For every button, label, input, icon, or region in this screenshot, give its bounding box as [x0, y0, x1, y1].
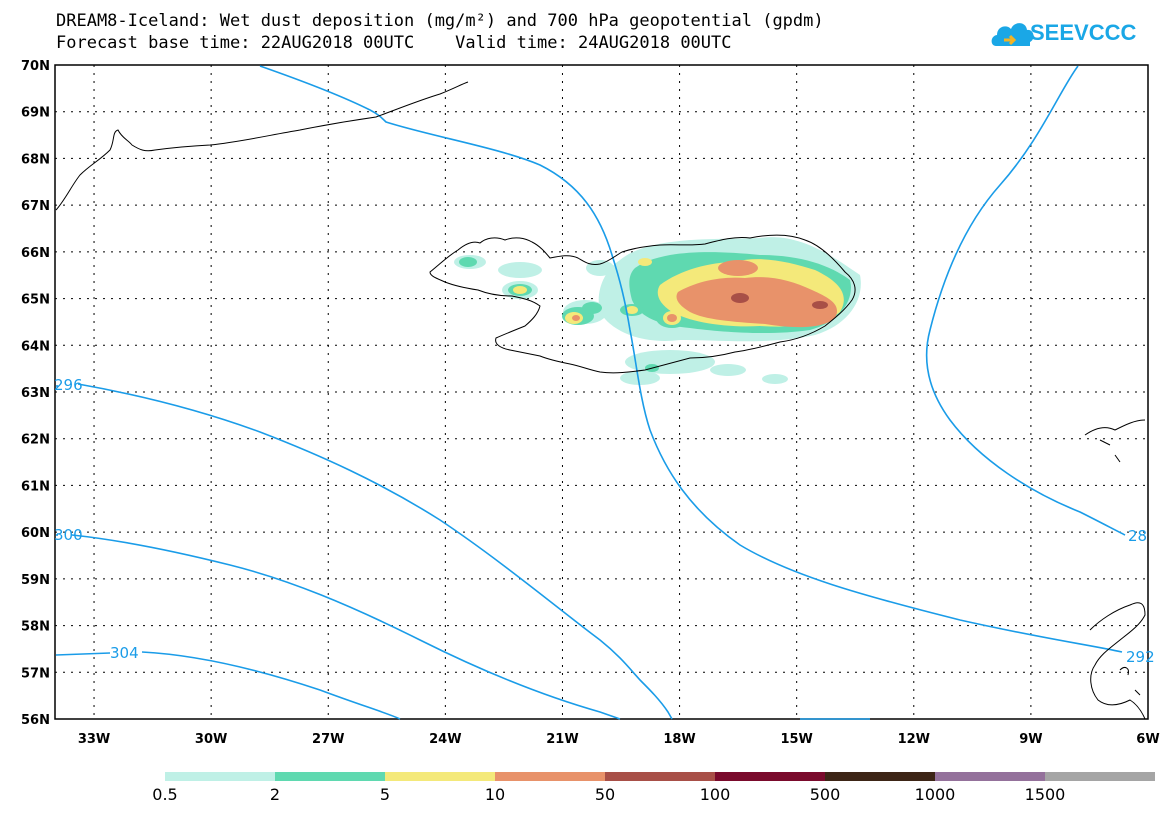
- legend-label: 2: [270, 785, 280, 804]
- coastlines: [55, 81, 1146, 720]
- contour-label-296: 296: [54, 376, 83, 394]
- legend-swatch: [715, 772, 825, 781]
- legend-label: 0.5: [152, 785, 177, 804]
- contour-line: [71, 534, 621, 720]
- graticule: [55, 65, 1148, 719]
- contour-line: [55, 651, 401, 720]
- longitude-label: 15W: [780, 732, 812, 747]
- contour-label-288: 28: [1128, 527, 1147, 545]
- latitude-label: 67N: [21, 199, 50, 214]
- legend-label: 1000: [915, 785, 956, 804]
- legend-swatch: [935, 772, 1045, 781]
- legend-swatch: [825, 772, 935, 781]
- legend-label: 50: [595, 785, 615, 804]
- legend-label: 5: [380, 785, 390, 804]
- contour-line: [77, 383, 673, 720]
- latitude-label: 62N: [21, 433, 50, 448]
- latitude-label: 59N: [21, 573, 50, 588]
- longitude-label: 12W: [898, 732, 930, 747]
- latitude-label: 61N: [21, 479, 50, 494]
- legend-swatch: [1045, 772, 1155, 781]
- legend-swatch: [605, 772, 715, 781]
- longitude-label: 21W: [546, 732, 578, 747]
- longitude-labels: 33W 30W 27W 24W 21W 18W 15W 12W 9W 6W: [78, 732, 1160, 747]
- longitude-label: 18W: [663, 732, 695, 747]
- color-legend: 0.5 2 5 10 50 100 500 1000 1500: [152, 772, 1155, 804]
- legend-swatch: [385, 772, 495, 781]
- cloud-icon: [991, 23, 1034, 46]
- legend-swatch: [275, 772, 385, 781]
- latitude-labels: 70N 69N 68N 67N 66N 65N 64N 63N 62N 61N 60N 59N 58N 5…: [21, 59, 50, 728]
- longitude-label: 33W: [78, 732, 110, 747]
- legend-swatch: [495, 772, 605, 781]
- latitude-label: 68N: [21, 152, 50, 167]
- contour-line: [259, 65, 1123, 653]
- contour-line: [925, 65, 1126, 536]
- latitude-label: 65N: [21, 293, 50, 308]
- longitude-label: 27W: [312, 732, 344, 747]
- contour-labels: 296 300 304 28 292: [54, 376, 1155, 666]
- contour-label-292: 292: [1126, 648, 1155, 666]
- latitude-label: 57N: [21, 666, 50, 681]
- legend-swatch: [165, 772, 275, 781]
- latitude-label: 69N: [21, 106, 50, 121]
- longitude-label: 30W: [195, 732, 227, 747]
- dust-deposition-field: [454, 237, 861, 385]
- latitude-label: 58N: [21, 620, 50, 635]
- latitude-label: 70N: [21, 59, 50, 74]
- latitude-label: 56N: [21, 713, 50, 728]
- longitude-label: 6W: [1136, 732, 1159, 747]
- latitude-label: 63N: [21, 386, 50, 401]
- legend-label: 1500: [1025, 785, 1066, 804]
- geopotential-contours: [55, 65, 1126, 720]
- map-subtitle: Forecast base time: 22AUG2018 00UTC Vali…: [56, 33, 732, 53]
- logo-text: SEEVCCC: [1030, 20, 1137, 45]
- legend-label: 500: [810, 785, 841, 804]
- latitude-label: 66N: [21, 246, 50, 261]
- longitude-label: 24W: [429, 732, 461, 747]
- contour-label-300: 300: [54, 526, 83, 544]
- legend-label: 100: [700, 785, 731, 804]
- seevccc-logo: [991, 23, 1034, 46]
- latitude-label: 60N: [21, 526, 50, 541]
- legend-label: 10: [485, 785, 505, 804]
- map-title: DREAM8-Iceland: Wet dust deposition (mg/…: [56, 11, 824, 31]
- contour-label-304: 304: [110, 644, 139, 662]
- longitude-label: 9W: [1019, 732, 1042, 747]
- latitude-label: 64N: [21, 339, 50, 354]
